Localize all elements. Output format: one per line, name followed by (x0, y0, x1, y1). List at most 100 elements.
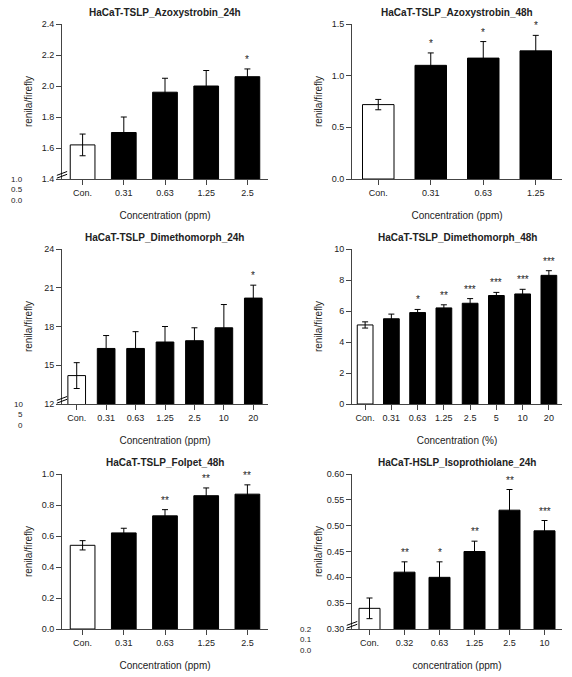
svg-text:*: * (438, 547, 442, 558)
svg-text:0.31: 0.31 (422, 188, 440, 198)
svg-text:0.30: 0.30 (327, 624, 345, 634)
svg-text:10: 10 (14, 400, 23, 409)
svg-text:renila/firefly: renila/firefly (313, 301, 324, 352)
svg-text:1.6: 1.6 (42, 143, 55, 153)
svg-text:concentration (ppm): concentration (ppm) (413, 660, 502, 671)
svg-text:*: * (534, 20, 538, 31)
svg-text:0.63: 0.63 (127, 413, 145, 423)
svg-text:Concentration (ppm): Concentration (ppm) (119, 660, 210, 671)
svg-text:0.35: 0.35 (327, 598, 345, 608)
svg-text:**: ** (440, 290, 448, 301)
svg-text:0.31: 0.31 (97, 413, 115, 423)
svg-text:1.25: 1.25 (435, 413, 453, 423)
svg-text:Con.: Con. (369, 188, 388, 198)
svg-text:HaCaT-TSLP_Folpet_48h: HaCaT-TSLP_Folpet_48h (106, 457, 224, 468)
svg-text:***: *** (490, 277, 502, 288)
svg-text:2.5: 2.5 (503, 638, 516, 648)
svg-text:0.63: 0.63 (431, 638, 449, 648)
svg-text:1.0: 1.0 (42, 469, 55, 479)
svg-text:renila/firefly: renila/firefly (313, 76, 324, 127)
svg-text:2.2: 2.2 (42, 50, 55, 60)
svg-text:Concentration (ppm): Concentration (ppm) (411, 210, 502, 221)
svg-text:2.5: 2.5 (188, 413, 201, 423)
svg-text:Con.: Con. (360, 638, 379, 648)
svg-text:renila/firefly: renila/firefly (23, 526, 34, 577)
svg-text:2.0: 2.0 (42, 81, 55, 91)
svg-text:1.25: 1.25 (527, 188, 545, 198)
svg-text:0.2: 0.2 (300, 625, 312, 634)
svg-text:2.5: 2.5 (464, 413, 477, 423)
svg-text:0.0: 0.0 (42, 624, 55, 634)
svg-text:1.4: 1.4 (42, 174, 55, 184)
svg-text:1.25: 1.25 (197, 188, 215, 198)
svg-text:renila/firefly: renila/firefly (23, 301, 34, 352)
svg-text:0.5: 0.5 (332, 122, 345, 132)
svg-text:Concentration (ppm): Concentration (ppm) (119, 435, 210, 446)
svg-text:1.25: 1.25 (466, 638, 484, 648)
svg-text:0.63: 0.63 (156, 188, 174, 198)
svg-text:***: *** (539, 506, 551, 517)
svg-text:10: 10 (518, 413, 528, 423)
svg-text:0.4: 0.4 (42, 562, 55, 572)
svg-text:1.0: 1.0 (332, 71, 345, 81)
svg-text:0.0: 0.0 (300, 646, 312, 655)
svg-text:0: 0 (18, 421, 23, 430)
svg-text:0.31: 0.31 (383, 413, 401, 423)
svg-text:0.2: 0.2 (42, 593, 55, 603)
svg-text:***: *** (517, 274, 529, 285)
svg-text:0.0: 0.0 (332, 174, 345, 184)
svg-text:0.50: 0.50 (327, 521, 345, 531)
svg-text:1.25: 1.25 (197, 638, 215, 648)
svg-text:0.63: 0.63 (156, 638, 174, 648)
svg-text:HaCaT-TSLP_Dimethomorph_24h: HaCaT-TSLP_Dimethomorph_24h (85, 232, 244, 243)
svg-text:0: 0 (339, 399, 344, 409)
svg-text:HaCaT-TSLP_Dimethomorph_48h: HaCaT-TSLP_Dimethomorph_48h (378, 232, 537, 243)
svg-text:Con.: Con. (67, 413, 86, 423)
svg-text:*: * (251, 270, 255, 281)
svg-text:**: ** (471, 526, 479, 537)
svg-text:Concentration (%): Concentration (%) (417, 435, 498, 446)
svg-text:0.31: 0.31 (115, 188, 133, 198)
svg-text:**: ** (401, 547, 409, 558)
svg-text:Con.: Con. (356, 413, 375, 423)
svg-text:21: 21 (44, 283, 54, 293)
svg-text:**: ** (161, 495, 169, 506)
svg-text:HaCaT-TSLP_Azoxystrobin_24h: HaCaT-TSLP_Azoxystrobin_24h (89, 7, 241, 18)
svg-text:HaCaT-HSLP_Isoprothiolane_24h: HaCaT-HSLP_Isoprothiolane_24h (378, 457, 536, 468)
svg-text:renila/firefly: renila/firefly (23, 76, 34, 127)
svg-text:*: * (429, 38, 433, 49)
svg-text:*: * (245, 54, 249, 65)
svg-text:6: 6 (339, 306, 344, 316)
svg-text:0.5: 0.5 (11, 185, 23, 194)
svg-text:**: ** (506, 475, 514, 486)
svg-text:2.5: 2.5 (241, 188, 254, 198)
svg-text:0.63: 0.63 (409, 413, 427, 423)
svg-text:0.0: 0.0 (11, 196, 23, 205)
svg-text:0.6: 0.6 (42, 531, 55, 541)
svg-text:1.25: 1.25 (156, 413, 174, 423)
svg-text:0.8: 0.8 (42, 500, 55, 510)
svg-text:5: 5 (18, 410, 23, 419)
svg-text:0.40: 0.40 (327, 572, 345, 582)
svg-text:15: 15 (44, 360, 54, 370)
svg-text:10: 10 (539, 638, 549, 648)
svg-text:*: * (481, 27, 485, 38)
svg-text:1.8: 1.8 (42, 112, 55, 122)
svg-text:0.55: 0.55 (327, 495, 345, 505)
svg-text:20: 20 (248, 413, 258, 423)
svg-text:0.60: 0.60 (327, 469, 345, 479)
svg-text:0.32: 0.32 (396, 638, 414, 648)
svg-text:18: 18 (44, 322, 54, 332)
svg-text:***: *** (543, 256, 555, 267)
svg-text:8: 8 (339, 275, 344, 285)
svg-text:HaCaT-TSLP_Azoxystrobin_48h: HaCaT-TSLP_Azoxystrobin_48h (381, 7, 533, 18)
svg-text:Con.: Con. (73, 188, 92, 198)
svg-text:2.5: 2.5 (241, 638, 254, 648)
svg-text:2: 2 (339, 368, 344, 378)
svg-text:5: 5 (494, 413, 499, 423)
svg-text:*: * (416, 294, 420, 305)
svg-text:1.0: 1.0 (11, 175, 23, 184)
svg-text:Con.: Con. (73, 638, 92, 648)
svg-text:20: 20 (544, 413, 554, 423)
svg-text:24: 24 (44, 244, 54, 254)
